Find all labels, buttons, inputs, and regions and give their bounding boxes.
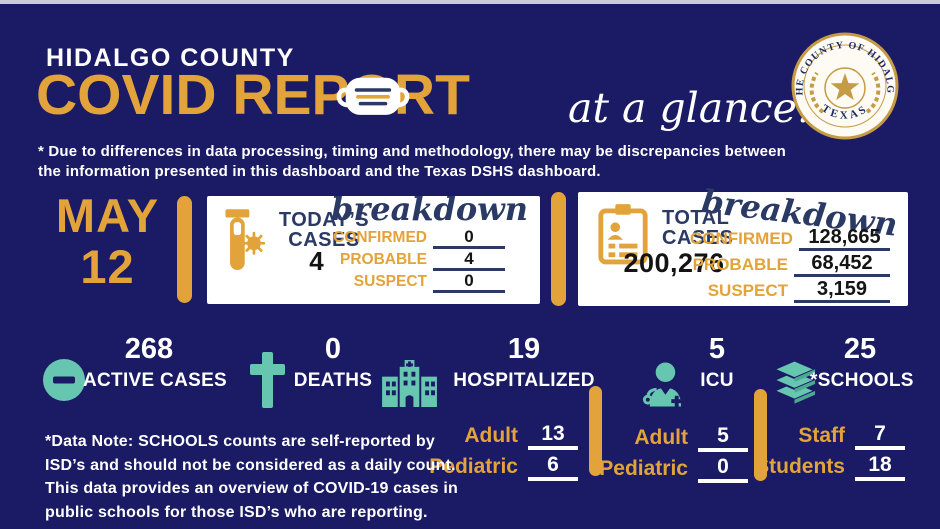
schools-staff-row: Staff 7: [757, 423, 905, 450]
report-date: MAY 12: [34, 190, 181, 292]
stat-icu: 5 ICU: [688, 334, 746, 391]
schools-value: 25: [843, 333, 877, 365]
minus-circle-icon: [43, 359, 85, 401]
test-tube-icon: [225, 209, 265, 270]
breakdown-row-confirmed: CONFIRMED 0: [325, 228, 505, 249]
date-day: 12: [80, 240, 135, 293]
face-mask-icon: [336, 77, 409, 115]
stat-active-cases: 268 ACTIVE CASES: [83, 333, 228, 391]
disclaimer-line2: the information presented in this dashbo…: [38, 163, 601, 180]
cross-icon: [250, 352, 285, 408]
hospital-icon: [382, 360, 437, 407]
breakdown-row-probable: PROBABLE 4: [325, 250, 505, 271]
stat-deaths: 0 DEATHS: [293, 334, 373, 391]
breakdown-row-probable: PROBABLE 68,452: [690, 253, 890, 277]
hospitalized-adult-row: Adult 13: [408, 423, 578, 450]
total-cases-card: TOTAL CASES 200,276 breakdown CONFIRMED …: [578, 182, 908, 306]
active-cases-value: 268: [124, 333, 174, 365]
data-note-line4: public schools for those ISD’s who are r…: [45, 503, 428, 521]
gold-divider-3: [589, 386, 602, 476]
stat-hospitalized: 19 HOSPITALIZED: [443, 334, 605, 391]
deaths-value: 0: [324, 333, 342, 365]
disclaimer-line1: * Due to differences in data processing,…: [38, 143, 787, 160]
todays-cases-value: 4: [309, 246, 324, 276]
todays-cases-label: TODAY’S CASES: [278, 209, 370, 251]
todays-breakdown-title: breakdown: [331, 190, 529, 228]
report-title: COVID REPO RT: [36, 63, 470, 127]
active-cases-label: ACTIVE CASES: [83, 370, 228, 391]
icu-pediatric-row: Pediatric 0: [599, 456, 748, 483]
icu-value: 5: [708, 333, 726, 365]
total-breakdown-rows: CONFIRMED 128,665 PROBABLE 68,452 SUSPEC…: [690, 227, 890, 306]
hospitalized-label: HOSPITALIZED: [453, 370, 595, 391]
icu-adult-row: Adult 5: [600, 425, 748, 452]
data-note: *Data Note: SCHOOLS counts are self-repo…: [45, 430, 458, 524]
icu-detail: Adult 5 Pediatric 0: [599, 425, 748, 488]
breakdown-row-suspect: SUSPECT 3,159: [690, 279, 890, 303]
breakdown-row-suspect: SUSPECT 0: [325, 272, 505, 293]
data-note-line3: This data provides an overview of COVID-…: [45, 480, 459, 497]
gold-divider-4: [754, 389, 767, 481]
schools-students-row: Students 18: [755, 454, 905, 481]
seal-star-icon: [830, 73, 860, 101]
top-strip: [0, 0, 940, 4]
total-cases-label: TOTAL CASES: [662, 207, 734, 249]
books-stack-icon: [771, 359, 818, 404]
gold-divider-2: [551, 192, 566, 306]
schools-detail: Staff 7 Students 18: [755, 423, 905, 486]
data-note-line1: *Data Note: SCHOOLS counts are self-repo…: [45, 433, 435, 450]
schools-label: *SCHOOLS: [810, 370, 914, 391]
stat-schools: 25 *SCHOOLS: [810, 333, 914, 391]
gold-divider-1: [177, 196, 192, 303]
county-seal: THE COUNTY OF HIDALGO TEXAS: [790, 31, 899, 140]
doctor-icon: [642, 362, 683, 407]
title-part1: COVID REP: [36, 63, 350, 127]
disclaimer-text: * Due to differences in data processing,…: [38, 142, 786, 182]
data-note-line2: ISD’s and should not be considered as a …: [45, 456, 456, 474]
todays-cases-card: TODAY’S CASES 4 breakdown CONFIRMED 0 PR…: [207, 190, 540, 304]
hospitalized-pediatric-row: Pediatric 6: [408, 454, 578, 481]
icu-label: ICU: [700, 370, 734, 391]
deaths-label: DEATHS: [293, 370, 373, 391]
breakdown-row-confirmed: CONFIRMED 128,665: [690, 227, 890, 251]
total-cases-value: 200,276: [623, 248, 725, 278]
tagline-script: at a glance..: [568, 84, 823, 132]
todays-breakdown-rows: CONFIRMED 0 PROBABLE 4 SUSPECT 0: [325, 228, 505, 295]
title-o-wrap: O: [336, 65, 409, 126]
hospitalized-value: 19: [507, 333, 541, 365]
hospitalized-detail: Adult 13 Pediatric 6: [408, 423, 578, 486]
date-month: MAY: [55, 189, 160, 242]
clipboard-icon: [598, 204, 648, 265]
county-heading: HIDALGO COUNTY: [46, 44, 295, 72]
